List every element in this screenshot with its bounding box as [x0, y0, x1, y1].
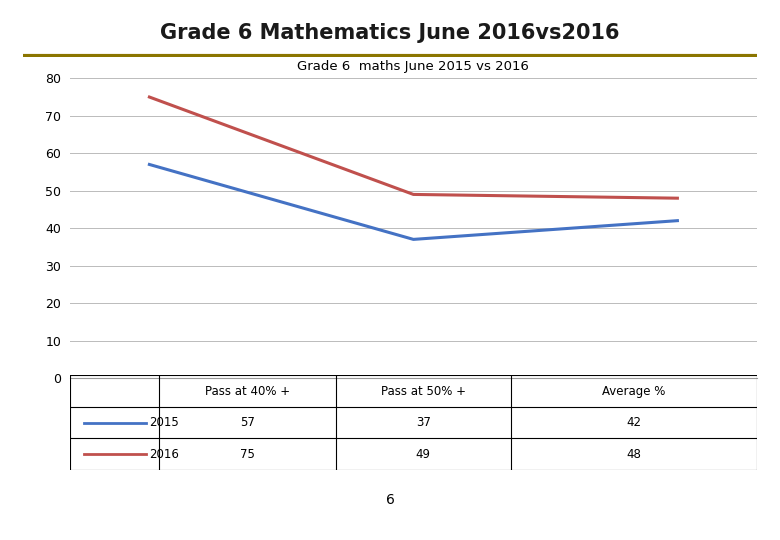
Text: Pass at 50% +: Pass at 50% + [381, 384, 466, 397]
Text: 37: 37 [416, 416, 431, 429]
Text: 57: 57 [240, 416, 255, 429]
Text: 6: 6 [385, 492, 395, 507]
Text: 48: 48 [626, 448, 641, 461]
Text: 2015: 2015 [149, 416, 179, 429]
Title: Grade 6  maths June 2015 vs 2016: Grade 6 maths June 2015 vs 2016 [297, 60, 530, 73]
Text: 2016: 2016 [149, 448, 179, 461]
Text: Pass at 40% +: Pass at 40% + [205, 384, 290, 397]
Text: 49: 49 [416, 448, 431, 461]
Text: Grade 6 Mathematics June 2016vs2016: Grade 6 Mathematics June 2016vs2016 [160, 23, 620, 43]
Text: 42: 42 [626, 416, 641, 429]
Text: 75: 75 [240, 448, 255, 461]
Text: Average %: Average % [602, 384, 665, 397]
